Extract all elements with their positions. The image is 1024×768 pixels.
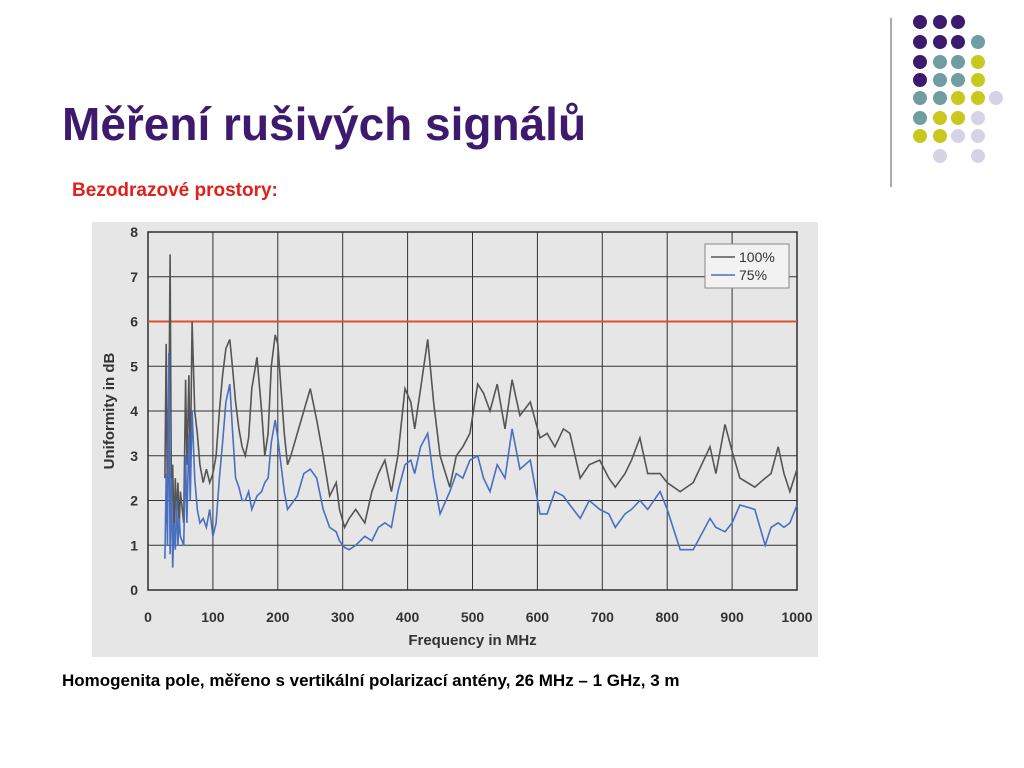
dot [951,73,965,87]
dot [971,129,985,143]
dot [989,91,1003,105]
y-tick-label: 3 [130,448,138,464]
x-tick-label: 0 [144,609,152,625]
dot [933,149,947,163]
dot [933,35,947,49]
dot [913,15,927,29]
legend-box [704,243,790,289]
dot [971,91,985,105]
x-tick-label: 400 [396,609,420,625]
dot [951,111,965,125]
dot [933,91,947,105]
y-tick-label: 5 [130,358,138,374]
dot [971,111,985,125]
x-tick-label: 100 [201,609,225,625]
y-tick-label: 1 [130,537,138,553]
dot [933,55,947,69]
slide-subtitle: Bezodrazové prostory: [72,180,278,201]
y-tick-label: 8 [130,224,138,240]
y-tick-label: 2 [130,493,138,509]
dot [951,129,965,143]
dot [933,129,947,143]
x-tick-label: 1000 [781,609,812,625]
x-tick-label: 800 [656,609,680,625]
dot [951,15,965,29]
slide-title: Měření rušivých signálů [62,98,586,150]
x-tick-label: 700 [591,609,615,625]
dot [913,111,927,125]
legend-label: 75% [739,267,767,283]
dot [971,149,985,163]
dot [971,55,985,69]
y-axis-title: Uniformity in dB [101,353,118,470]
dot [913,129,927,143]
dot [913,73,927,87]
x-tick-label: 900 [720,609,744,625]
dot [971,35,985,49]
dot [933,73,947,87]
dot [933,111,947,125]
dot [951,35,965,49]
y-tick-label: 4 [130,403,138,419]
x-axis-title: Frequency in MHz [408,632,536,649]
chart: 0 100 200 300 400 500 600 700 800 900 1000 0 1 2 3 4 5 6 7… [101,224,813,649]
series-line [164,254,798,537]
x-tick-label: 600 [526,609,550,625]
dot [933,15,947,29]
y-tick-label: 0 [130,582,138,598]
x-tick-label: 300 [331,609,355,625]
x-tick-label: 500 [461,609,485,625]
dot [913,91,927,105]
decoration [913,15,1003,163]
series-line [164,352,798,568]
dot [951,91,965,105]
dot [913,55,927,69]
y-tick-label: 6 [130,314,138,330]
y-tick-label: 7 [130,269,138,285]
legend-label: 100% [739,249,775,265]
x-tick-label: 200 [266,609,290,625]
dot [913,35,927,49]
dot [951,55,965,69]
caption: Homogenita pole, měřeno s vertikální pol… [62,671,680,690]
dot [971,73,985,87]
